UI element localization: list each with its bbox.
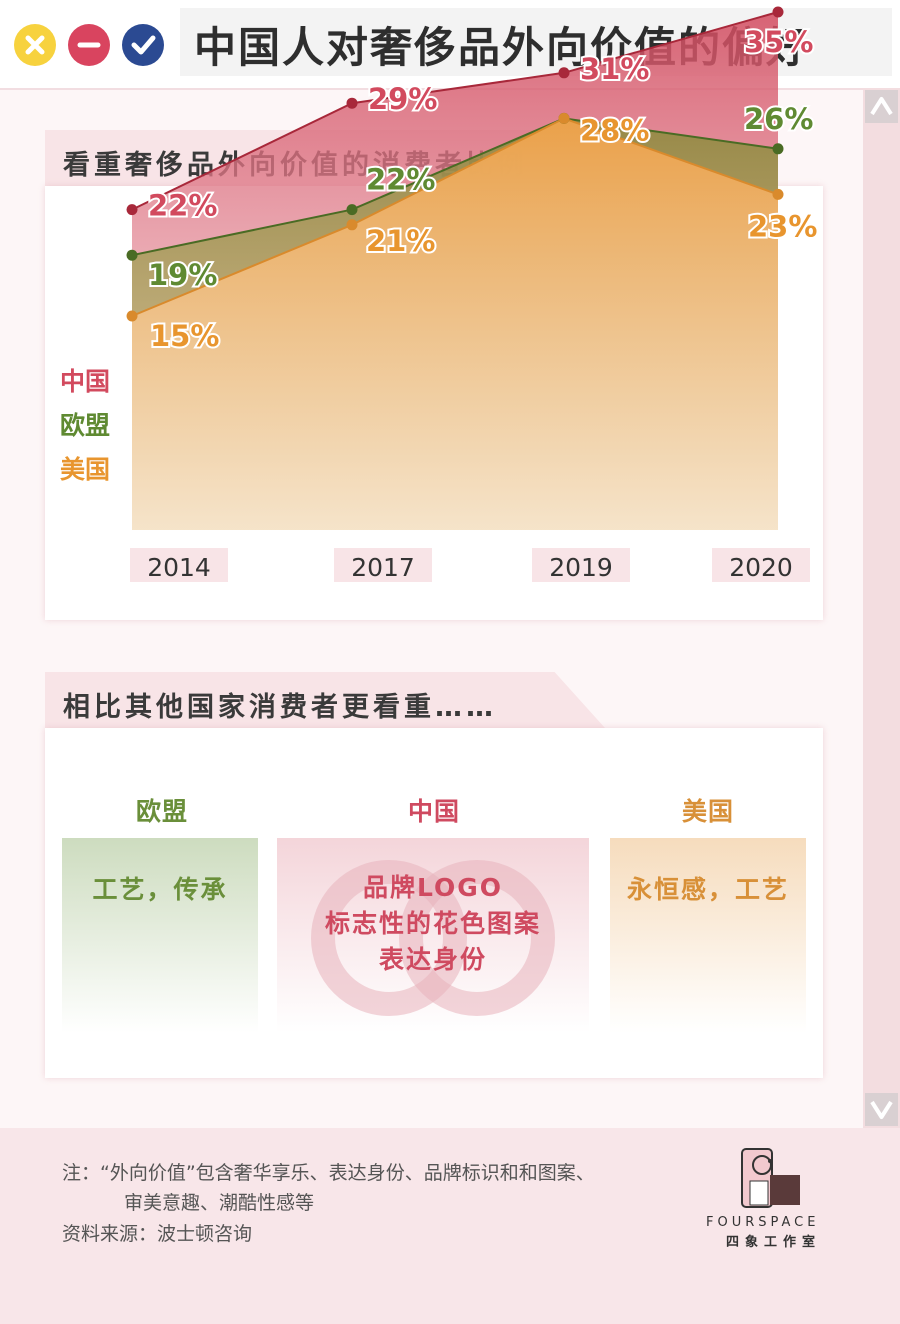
data-point-cn-2017 — [346, 97, 358, 109]
x-tick-box-2019 — [532, 548, 630, 582]
x-tick-box-2014 — [130, 548, 228, 582]
logo-text-en: FOURSPACE — [706, 1215, 820, 1230]
chevron-up-icon — [870, 97, 893, 116]
column-text-line: 工艺，传承 — [92, 875, 228, 904]
column-box-us — [610, 838, 806, 1033]
column-region-eu: 欧盟 — [135, 797, 188, 826]
minimize-button[interactable] — [68, 24, 110, 66]
scrollbar-track[interactable] — [863, 88, 900, 1128]
value-label-eu-2017: 22% — [366, 163, 435, 197]
scroll-up-button[interactable] — [865, 90, 898, 123]
section-tab-prefer: 相比其他国家消费者更看重…… — [45, 672, 605, 728]
data-point-eu-2014 — [126, 249, 138, 261]
maximize-button[interactable] — [122, 24, 164, 66]
series-line-us — [131, 117, 779, 317]
x-tick-box-2020 — [712, 548, 810, 582]
column-text-us: 永恒感，工艺 — [610, 872, 806, 908]
data-point-eu-2017 — [346, 204, 358, 216]
column-region-us: 美国 — [681, 797, 734, 826]
value-label-cn-2020: 35% — [744, 25, 813, 59]
close-button[interactable] — [14, 24, 56, 66]
value-label-cn-2014: 22% — [148, 189, 217, 223]
x-tick-label-2020: 2020 — [729, 553, 793, 582]
footnote-line1: 注：“外向价值”包含奢华享乐、表达身份、品牌标识和和图案、 — [62, 1162, 595, 1184]
value-label-cn-2017: 29% — [368, 82, 437, 116]
column-text-line: 品牌LOGO — [362, 873, 504, 902]
column-text-eu: 工艺，传承 — [62, 872, 258, 908]
data-point-us-2014 — [126, 310, 138, 322]
column-box-cn — [277, 838, 589, 1033]
x-tick-label-2019: 2019 — [549, 553, 613, 582]
value-label-us-2014: 15% — [150, 319, 219, 353]
value-label-us-2017: 21% — [366, 224, 435, 258]
fourspace-logo-icon — [741, 1148, 800, 1208]
value-label-us-2019: 28% — [580, 113, 649, 147]
section-title-prefer: 相比其他国家消费者更看重…… — [63, 692, 497, 723]
logo-text-cn: 四象工作室 — [726, 1235, 822, 1250]
data-point-eu-2020 — [772, 143, 784, 155]
line-area-chart: 22% 29% 31% 35% 19% 22% 26% 15% 21% 28% 23% 中国欧盟美国… — [58, 6, 819, 582]
value-label-eu-2014: 19% — [148, 258, 217, 292]
value-label-us-2020: 23% — [748, 209, 817, 243]
value-label-cn-2019: 31% — [580, 52, 649, 86]
brand-logo-watermark-icon — [311, 860, 555, 1016]
series-line-eu — [131, 117, 779, 257]
value-label-eu-2020: 26% — [744, 102, 813, 136]
series-name-eu: 欧盟 — [60, 411, 110, 440]
area-us — [132, 118, 778, 531]
x-tick-box-2017 — [334, 548, 432, 582]
series-line-cn — [131, 11, 779, 211]
close-icon — [25, 35, 45, 55]
data-point-cn-2020 — [772, 6, 784, 18]
column-text-line: 标志性的花色图案 — [324, 909, 541, 938]
data-point-cn-2019 — [558, 67, 570, 79]
minimize-icon — [77, 42, 101, 48]
data-point-us-2020 — [772, 188, 784, 200]
column-region-cn: 中国 — [407, 797, 460, 826]
series-name-us: 美国 — [60, 455, 110, 484]
column-box-eu — [62, 838, 258, 1033]
scroll-down-button[interactable] — [865, 1093, 898, 1126]
footnote-line2: 审美意趣、潮酷性感等 — [124, 1192, 315, 1214]
x-tick-label-2014: 2014 — [147, 553, 211, 582]
chevron-down-icon — [870, 1100, 893, 1119]
check-icon — [131, 35, 156, 55]
column-text-cn: 品牌LOGO 标志性的花色图案 表达身份 — [277, 870, 589, 978]
data-point-us-2019 — [558, 112, 570, 124]
column-text-line: 永恒感，工艺 — [626, 875, 789, 904]
data-point-us-2017 — [346, 219, 358, 231]
data-point-cn-2014 — [126, 204, 138, 216]
x-tick-label-2017: 2017 — [351, 553, 415, 582]
source-note: 资料来源：波士顿咨询 — [62, 1223, 253, 1245]
series-name-cn: 中国 — [60, 367, 110, 396]
column-text-line: 表达身份 — [378, 945, 487, 974]
